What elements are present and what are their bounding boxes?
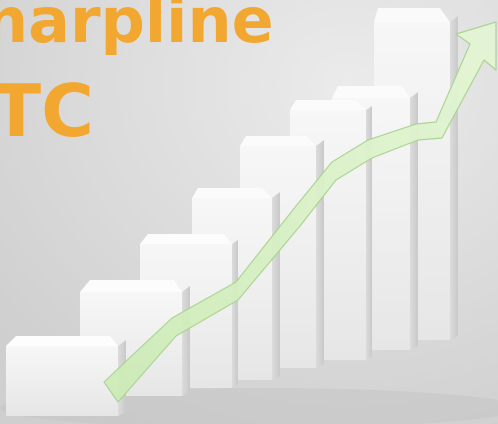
headline-line-2: TC [0, 69, 94, 153]
bar-block-1 [6, 336, 126, 416]
rising-trend-arrow-icon [103, 21, 497, 403]
headline-line-1: harpline [0, 0, 274, 57]
